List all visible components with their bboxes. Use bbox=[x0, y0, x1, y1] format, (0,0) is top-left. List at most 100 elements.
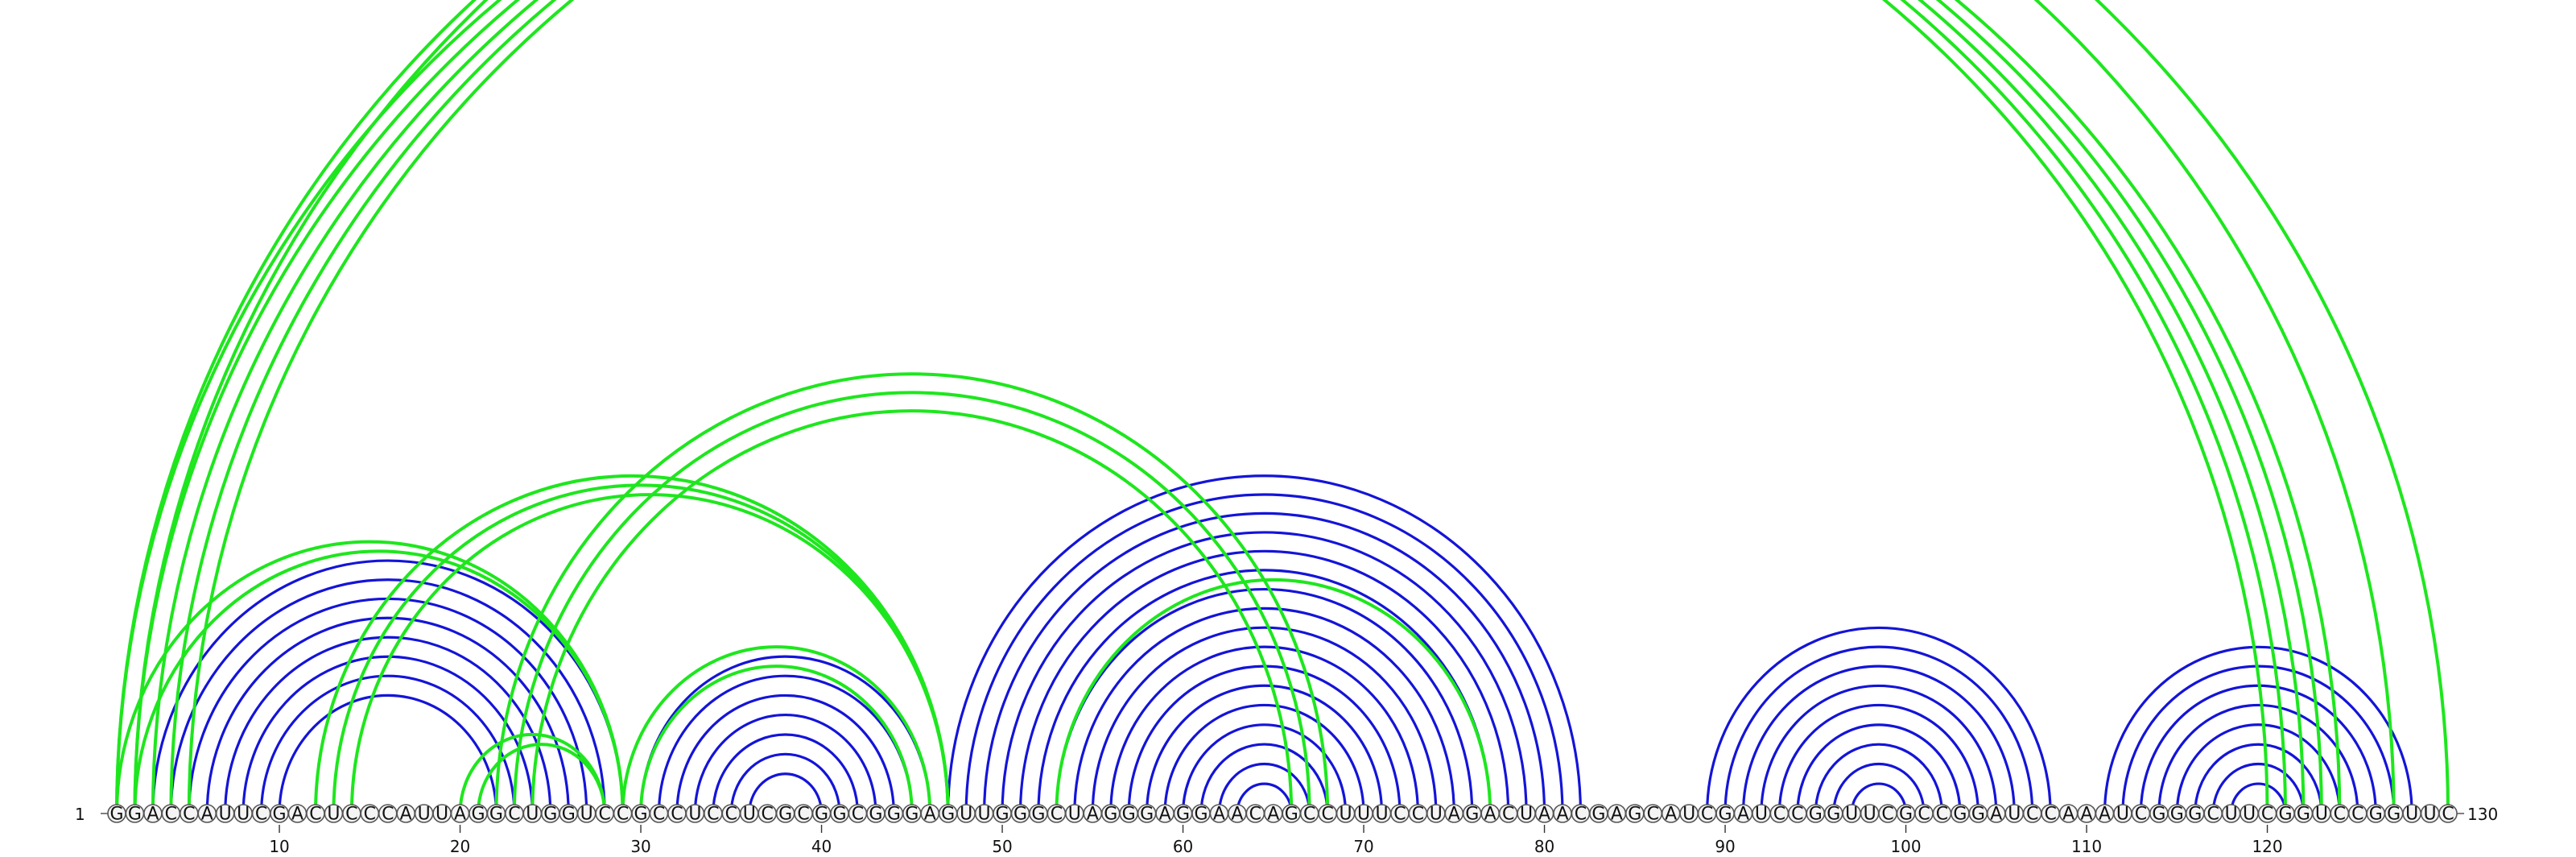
nucleotide: C bbox=[1318, 804, 1337, 825]
nucleotide-letter: A bbox=[1159, 805, 1171, 825]
nucleotide-letter: U bbox=[418, 805, 431, 825]
nucleotide: G bbox=[1010, 804, 1030, 825]
nucleotide: A bbox=[1733, 804, 1753, 825]
nucleotide-letter: C bbox=[2026, 805, 2038, 825]
nucleotide: A bbox=[1987, 804, 2006, 825]
nucleotide-letter: G bbox=[1719, 805, 1732, 825]
blue-arc-59-70 bbox=[1163, 703, 1365, 814]
nucleotide: A bbox=[396, 804, 416, 825]
nucleotide: G bbox=[2293, 804, 2314, 825]
nucleotide: A bbox=[1553, 804, 1572, 825]
tick-label-40: 40 bbox=[811, 837, 832, 856]
nucleotide-letter: G bbox=[1031, 805, 1045, 825]
green-arc-30-45 bbox=[639, 664, 914, 814]
nucleotide: U bbox=[1065, 804, 1084, 825]
green-arc-1-120 bbox=[117, 0, 2268, 814]
nucleotide: U bbox=[1426, 804, 1446, 825]
nucleotide-letter: C bbox=[255, 805, 267, 825]
nucleotide: G bbox=[866, 804, 886, 825]
nucleotide: G bbox=[1715, 804, 1735, 825]
nucleotide: A bbox=[1661, 804, 1681, 825]
nucleotide-letter: G bbox=[1899, 805, 1913, 825]
blue-arc-92-105 bbox=[1760, 684, 1998, 814]
nucleotide: A bbox=[1480, 804, 1500, 825]
nucleotide: A bbox=[2095, 804, 2115, 825]
nucleotide: U bbox=[739, 804, 759, 825]
green-arc-2-130 bbox=[133, 0, 2450, 814]
nucleotide-letter: G bbox=[832, 805, 846, 825]
nucleotide-letter: U bbox=[2008, 805, 2021, 825]
nucleotide: G bbox=[1029, 804, 1048, 825]
nucleotide-letter: C bbox=[1701, 805, 1713, 825]
nucleotide: A bbox=[1444, 804, 1464, 825]
nucleotide: G bbox=[125, 804, 145, 825]
nucleotide: C bbox=[1643, 804, 1663, 825]
nucleotide-letter: U bbox=[2116, 805, 2129, 825]
nucleotide: C bbox=[1914, 804, 1934, 825]
nucleotide: G bbox=[1823, 804, 1843, 825]
nucleotide: U bbox=[215, 804, 235, 825]
nucleotide: C bbox=[2438, 804, 2458, 825]
nucleotide-letter: C bbox=[309, 805, 321, 825]
green-arc-13-47 bbox=[332, 483, 950, 814]
nucleotide: G bbox=[1119, 804, 1138, 825]
nucleotide-letter: C bbox=[653, 805, 665, 825]
nucleotide-letter: A bbox=[1665, 805, 1677, 825]
nucleotide-letter: U bbox=[1520, 805, 1533, 825]
nucleotide-letter: U bbox=[580, 805, 593, 825]
nucleotide: U bbox=[432, 804, 452, 825]
nucleotide: A bbox=[1209, 804, 1229, 825]
nucleotide-letter: A bbox=[924, 805, 936, 825]
nucleotide: G bbox=[270, 804, 289, 825]
nucleotide: C bbox=[667, 804, 687, 825]
nucleotide: C bbox=[1498, 804, 1518, 825]
nucleotide: C bbox=[1299, 804, 1319, 825]
blue-arc-61-68 bbox=[1199, 743, 1329, 814]
nucleotide-letter: C bbox=[725, 805, 737, 825]
nucleotide: C bbox=[649, 804, 669, 825]
nucleotide-letter: C bbox=[1881, 805, 1893, 825]
nucleotide-letter: C bbox=[1647, 805, 1659, 825]
blue-arc-4-28 bbox=[169, 578, 606, 814]
nucleotide: A bbox=[2077, 804, 2096, 825]
nucleotide-letter: U bbox=[2424, 805, 2437, 825]
blue-arc-50-79 bbox=[1001, 531, 1528, 814]
blue-arc-58-71 bbox=[1146, 684, 1384, 814]
nucleotide-letter: C bbox=[1918, 805, 1930, 825]
blue-arc-94-103 bbox=[1796, 723, 1962, 814]
nucleotide-letter: A bbox=[291, 805, 303, 825]
nucleotide-letter: C bbox=[2442, 805, 2454, 825]
nucleotide-letter: A bbox=[400, 805, 412, 825]
nucleotide: G bbox=[1951, 804, 1970, 825]
nucleotide: U bbox=[233, 804, 253, 825]
nucleotide: G bbox=[775, 804, 795, 825]
nucleotide: G bbox=[902, 804, 922, 825]
nucleotide-letter: A bbox=[1611, 805, 1623, 825]
blue-arc-48-81 bbox=[964, 493, 1564, 814]
nucleotide: G bbox=[107, 804, 126, 825]
nucleotide: C bbox=[1788, 804, 1807, 825]
blue-arc-97-100 bbox=[1850, 782, 1908, 814]
nucleotide-letter: C bbox=[617, 805, 629, 825]
green-arc-1-127 bbox=[115, 0, 2396, 814]
nucleotide-letter: G bbox=[2170, 805, 2184, 825]
blue-arc-52-77 bbox=[1037, 569, 1492, 814]
green-arc-21-28 bbox=[477, 743, 607, 814]
green-arc-2-121 bbox=[134, 0, 2285, 814]
nucleotide: U bbox=[2312, 804, 2331, 825]
nucleotide: G bbox=[1968, 804, 1988, 825]
nucleotide: G bbox=[1100, 804, 1121, 825]
position-axis: 10 20 30 40 50 60 70 80 90 100 110 120 bbox=[269, 825, 2283, 856]
nucleotide-letter: A bbox=[1737, 805, 1749, 825]
blue-arc-53-76 bbox=[1055, 588, 1474, 814]
blue-arc-112-127 bbox=[2121, 664, 2396, 814]
nucleotide: G bbox=[830, 804, 849, 825]
nucleotide: U bbox=[1842, 804, 1861, 825]
nucleotide: A bbox=[1155, 804, 1174, 825]
nucleotide-letter: C bbox=[852, 805, 864, 825]
green-arc-12-47 bbox=[313, 474, 950, 814]
nucleotide: C bbox=[251, 804, 271, 825]
blue-arc-95-102 bbox=[1814, 743, 1944, 814]
